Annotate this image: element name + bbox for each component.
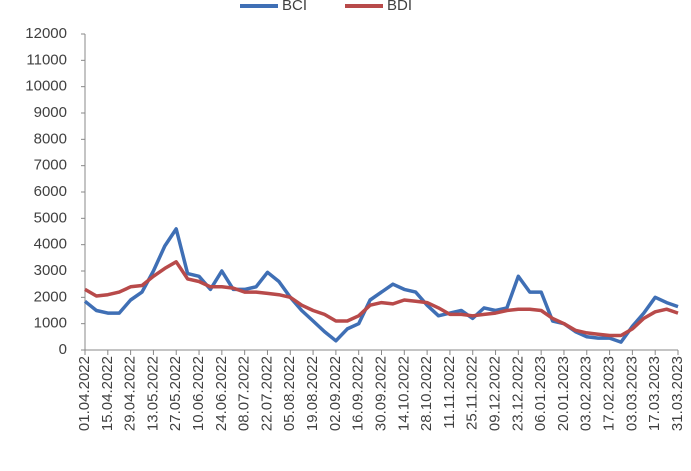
y-tick-label: 6000 <box>34 183 67 200</box>
x-tick-label: 19.08.2022 <box>304 356 321 431</box>
x-tick-label: 29.04.2022 <box>122 356 139 431</box>
x-tick-label: 03.02.2023 <box>578 356 595 431</box>
x-tick-label: 25.11.2022 <box>464 356 481 430</box>
x-tick-label: 27.05.2022 <box>167 356 184 431</box>
y-tick-label: 10000 <box>25 78 67 95</box>
y-tick-label: 2000 <box>34 288 67 305</box>
x-tick-label: 23.12.2022 <box>509 356 526 431</box>
legend-label: BDI <box>387 0 412 14</box>
y-tick-label: 8000 <box>34 130 67 147</box>
legend-label: BCI <box>282 0 307 14</box>
y-tick-label: 11000 <box>26 51 67 68</box>
y-tick-label: 7000 <box>34 157 67 174</box>
x-tick-label: 17.02.2023 <box>601 356 618 431</box>
x-tick-label: 16.09.2022 <box>350 356 367 431</box>
y-tick-label: 3000 <box>34 262 67 279</box>
series-line <box>83 227 679 344</box>
x-tick-label: 01.04.2022 <box>76 356 93 431</box>
x-tick-label: 31.03.2023 <box>669 356 686 431</box>
y-tick-label: 9000 <box>34 104 67 121</box>
x-tick-label: 28.10.2022 <box>418 356 435 431</box>
x-tick-label: 17.03.2023 <box>646 356 663 431</box>
y-tick-label: 12000 <box>25 25 67 42</box>
x-tick-label: 09.12.2022 <box>487 356 504 431</box>
x-tick-label: 15.04.2022 <box>99 356 116 431</box>
x-tick-label: 08.07.2022 <box>236 356 253 431</box>
x-tick-label: 05.08.2022 <box>281 356 298 431</box>
x-tick-label: 13.05.2022 <box>144 356 161 431</box>
x-tick-label: 11.11.2022 <box>441 356 458 429</box>
x-tick-label: 30.09.2022 <box>372 356 389 431</box>
y-tick-label: 1000 <box>34 315 67 332</box>
x-tick-label: 14.10.2022 <box>395 356 412 431</box>
x-tick-label: 22.07.2022 <box>258 356 275 431</box>
y-tick-label: 4000 <box>34 236 67 253</box>
x-tick-label: 02.09.2022 <box>327 356 344 431</box>
x-tick-label: 24.06.2022 <box>213 356 230 431</box>
y-tick-label: 0 <box>59 341 67 358</box>
x-tick-label: 03.03.2023 <box>623 356 640 431</box>
y-tick-label: 5000 <box>34 209 67 226</box>
x-tick-label: 10.06.2022 <box>190 356 207 431</box>
series-line <box>84 260 679 338</box>
x-tick-label: 20.01.2023 <box>555 356 572 431</box>
x-tick-label: 06.01.2023 <box>532 356 549 431</box>
